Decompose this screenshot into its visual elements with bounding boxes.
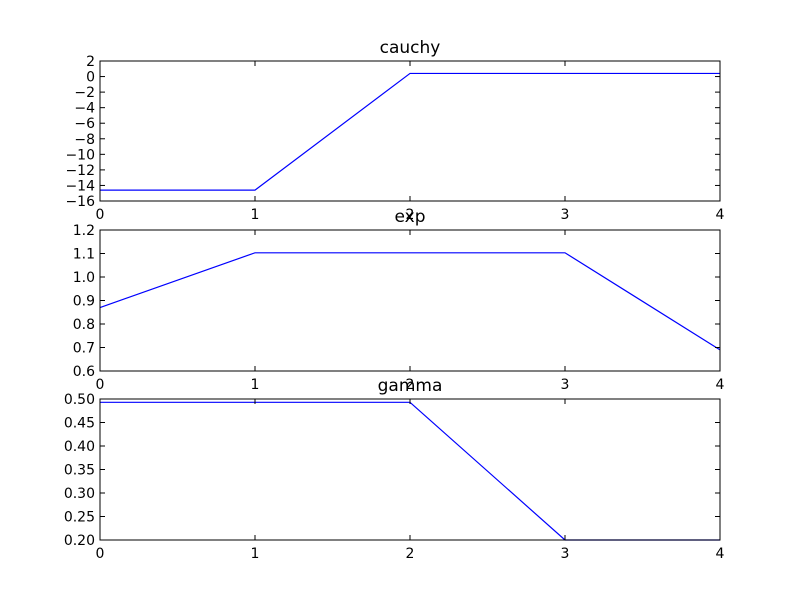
y-tick-label: 1.0 — [73, 270, 95, 286]
y-tick-label: 0.35 — [64, 463, 95, 479]
x-tick-label: 0 — [96, 207, 105, 223]
y-tick-label: 0.20 — [64, 533, 95, 549]
x-tick-label: 1 — [251, 377, 260, 393]
y-tick-label: 0.30 — [64, 486, 95, 502]
x-tick-label: 3 — [561, 546, 570, 562]
x-tick-label: 1 — [251, 546, 260, 562]
x-tick-label: 3 — [561, 207, 570, 223]
y-tick-label: 0.25 — [64, 510, 95, 526]
y-tick-label: 0.50 — [64, 392, 95, 408]
x-tick-label: 1 — [251, 207, 260, 223]
x-tick-label: 2 — [406, 546, 415, 562]
y-tick-label: 0.8 — [73, 317, 95, 333]
y-tick-label: −10 — [65, 147, 95, 163]
y-tick-label: −2 — [74, 85, 95, 101]
x-tick-label: 3 — [561, 377, 570, 393]
y-tick-label: −4 — [74, 101, 95, 117]
y-tick-label: 0.7 — [73, 341, 95, 357]
y-tick-label: 0 — [86, 70, 95, 86]
chart-title: cauchy — [380, 38, 441, 58]
x-tick-label: 4 — [716, 377, 725, 393]
y-tick-label: 0.45 — [64, 416, 95, 432]
y-tick-label: 0.9 — [73, 294, 95, 310]
y-tick-label: 2 — [86, 54, 95, 70]
x-tick-label: 4 — [716, 207, 725, 223]
y-tick-label: −8 — [74, 132, 95, 148]
y-tick-label: −16 — [65, 194, 95, 210]
x-tick-label: 2 — [406, 207, 415, 223]
x-tick-label: 0 — [96, 377, 105, 393]
y-tick-label: −14 — [65, 178, 95, 194]
x-tick-label: 2 — [406, 377, 415, 393]
y-tick-label: 0.40 — [64, 439, 95, 455]
series-line — [100, 72, 720, 191]
chart-title: exp — [394, 207, 425, 227]
x-tick-label: 4 — [716, 546, 725, 562]
y-tick-label: 0.6 — [73, 364, 95, 380]
chart-title: gamma — [378, 376, 443, 396]
series-line — [99, 252, 721, 351]
subplot-exp: 0 1 2 3 4 0.6 0.7 0.8 0.9 1.0 1.1 1.2 exp — [73, 207, 725, 393]
x-tick-label: 0 — [96, 546, 105, 562]
y-tick-label: −12 — [65, 163, 95, 179]
subplot-gamma: 0 1 2 3 4 0.20 0.25 0.30 0.35 0.40 0.45 0.50 gamma — [64, 376, 725, 562]
y-tick-label: 1.2 — [73, 223, 95, 239]
y-tick-label: 1.1 — [73, 247, 95, 263]
y-tick-label: −6 — [74, 116, 95, 132]
